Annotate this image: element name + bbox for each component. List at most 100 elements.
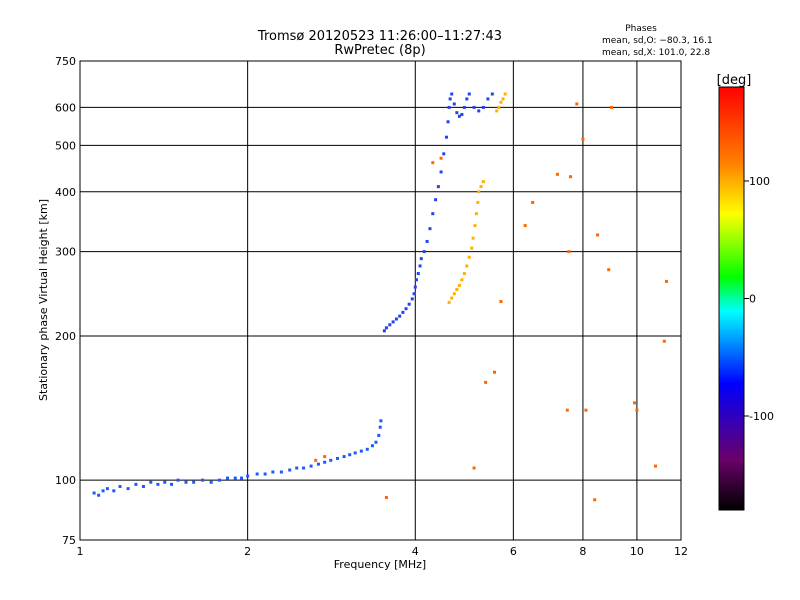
F-trace-O-point — [486, 97, 490, 101]
scattered-echoes-point — [523, 224, 527, 228]
grid-lines — [80, 61, 681, 540]
F-trace-O-point — [467, 92, 471, 96]
y-tick-label: 500 — [55, 139, 76, 152]
F-trace-X-point — [447, 300, 451, 304]
F-trace-O-point — [398, 314, 402, 318]
low-F-trace-point — [255, 472, 259, 476]
colorbar: [deg] 100 0 -100 — [717, 73, 774, 511]
F-trace-O-point — [416, 272, 420, 276]
scattered-echoes-point — [492, 370, 496, 374]
F-trace-X-point — [471, 236, 475, 240]
scattered-echoes-point — [439, 156, 443, 160]
low-F-trace-point — [112, 489, 116, 493]
F-trace-O-point — [448, 97, 452, 101]
low-F-trace-point — [201, 478, 205, 482]
x-tick-label: 6 — [510, 545, 517, 558]
F-trace-O-point — [436, 185, 440, 189]
F-trace-O-point — [434, 198, 438, 202]
scattered-echoes-point — [484, 380, 488, 384]
F-trace-X-point — [460, 278, 464, 282]
low-F-trace-point — [105, 487, 109, 491]
colorbar-label: [deg] — [717, 73, 752, 88]
F-trace-O-point — [442, 152, 446, 156]
y-tick-label: 400 — [55, 186, 76, 199]
low-F-trace-point — [336, 456, 340, 460]
low-F-trace-point — [170, 482, 174, 486]
y-tick-label: 100 — [55, 474, 76, 487]
F-trace-O-point — [481, 105, 485, 109]
F-trace-X-point — [465, 264, 469, 268]
scattered-echoes-point — [662, 339, 666, 343]
scattered-echoes-point — [314, 458, 318, 462]
F-trace-O-point — [388, 323, 392, 327]
colorbar-ticks: 100 0 -100 — [744, 175, 774, 423]
F-trace-O-point — [401, 310, 405, 314]
x-tick-label: 12 — [674, 545, 688, 558]
low-F-trace-point — [209, 480, 213, 484]
colorbar-tick-label: 100 — [749, 175, 770, 188]
low-F-trace-point — [217, 478, 221, 482]
scattered-echoes-point — [472, 466, 476, 470]
F-trace-O-point — [446, 120, 450, 124]
x-axis-label: Frequency [MHz] — [334, 558, 426, 571]
x-tick-label: 1 — [77, 545, 84, 558]
F-trace-O-point — [428, 227, 432, 231]
scattered-echoes-point — [654, 464, 658, 468]
F-trace-X-point — [450, 296, 454, 300]
chart-title: Tromsø 20120523 11:26:00–11:27:43 — [257, 29, 502, 44]
low-F-trace-point — [295, 466, 299, 470]
low-F-trace-point — [378, 425, 382, 429]
low-F-trace-point — [279, 470, 283, 474]
low-F-trace-point — [246, 474, 250, 478]
F-trace-O-point — [412, 292, 416, 296]
y-tick-label: 750 — [55, 55, 76, 68]
low-F-trace-point — [374, 440, 378, 444]
x-tick-label: 2 — [244, 545, 251, 558]
low-F-trace-point — [240, 476, 244, 480]
low-F-trace-point — [377, 433, 381, 437]
low-F-trace-point — [288, 468, 292, 472]
F-trace-X-point — [481, 180, 485, 184]
F-trace-O-point — [450, 92, 454, 96]
scattered-echoes-point — [565, 408, 569, 412]
F-trace-O-point — [431, 212, 435, 216]
low-F-trace-point — [225, 476, 229, 480]
F-trace-O-point — [391, 320, 395, 324]
low-F-trace-point — [118, 484, 122, 488]
low-F-trace-point — [141, 484, 145, 488]
low-F-trace-point — [329, 458, 333, 462]
F-trace-O-point — [444, 135, 448, 139]
F-trace-O-point — [404, 307, 408, 311]
low-F-trace-point — [359, 449, 363, 453]
F-trace-X-point — [503, 92, 507, 96]
low-F-trace-point — [353, 451, 357, 455]
scattered-echoes-point — [575, 102, 579, 106]
scattered-echoes-point — [323, 455, 327, 459]
low-F-trace-point — [184, 480, 188, 484]
low-F-trace-point — [316, 462, 320, 466]
colorbar-tick-label: -100 — [749, 410, 774, 423]
scattered-echoes-point — [596, 233, 600, 237]
F-trace-O-point — [418, 264, 422, 268]
scattered-echoes-point — [593, 498, 597, 502]
F-trace-X-point — [455, 288, 459, 292]
info-line-o: mean, sd,O: −80.3, 16.1 — [602, 36, 713, 46]
colorbar-tick-label: 0 — [749, 293, 756, 306]
F-trace-X-point — [477, 190, 481, 194]
y-tick-label: 300 — [55, 246, 76, 259]
scattered-echoes-point — [499, 300, 503, 304]
F-trace-X-point — [457, 283, 461, 287]
data-points — [92, 92, 668, 502]
F-trace-O-point — [490, 92, 494, 96]
F-trace-O-point — [425, 239, 429, 243]
scattered-echoes-point — [531, 200, 535, 204]
F-trace-X-point — [474, 212, 478, 216]
low-F-trace-point — [271, 470, 275, 474]
F-trace-O-point — [439, 170, 443, 174]
scattered-echoes-point — [567, 250, 571, 254]
low-F-trace-point — [134, 482, 138, 486]
low-F-trace-point — [92, 491, 96, 495]
low-F-trace-point — [302, 466, 306, 470]
low-F-trace-point — [149, 480, 153, 484]
